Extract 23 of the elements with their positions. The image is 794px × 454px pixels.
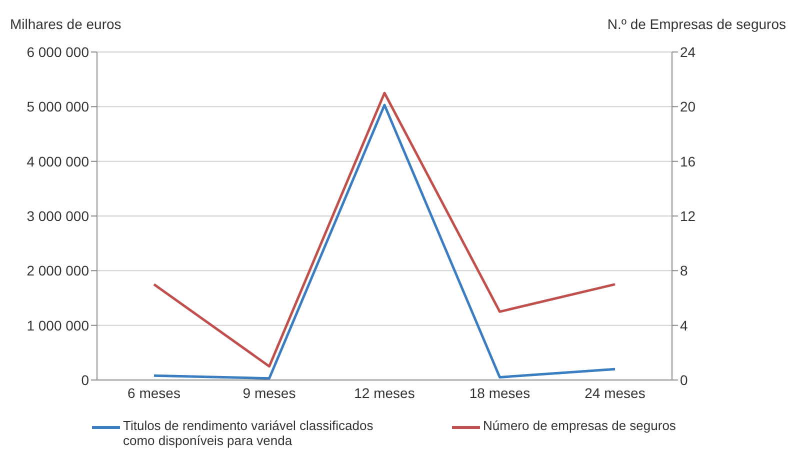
y2-tick-label: 8: [680, 262, 688, 279]
legend-label: Titulos de rendimento variável classificados como disponíveis para venda: [123, 418, 374, 448]
y2-tick-label: 16: [680, 153, 696, 170]
y-tick-label: 3 000 000: [26, 208, 90, 224]
y-tick-label: 6 000 000: [26, 44, 90, 60]
y2-tick-label: 20: [680, 98, 696, 115]
y-tick-label: 4 000 000: [26, 153, 90, 170]
x-tick-label: 18 meses: [469, 384, 530, 401]
y-axis-title: Milhares de euros: [10, 16, 122, 32]
y-tick-label: 0: [81, 372, 90, 388]
y2-tick-label: 4: [680, 317, 688, 334]
x-tick-label: 24 meses: [584, 384, 646, 401]
x-tick-label: 12 meses: [354, 384, 415, 401]
x-tick-label: 6 meses: [128, 384, 180, 401]
y-tick-label: 2 000 000: [26, 262, 90, 279]
legend-label: Número de empresas de seguros: [483, 418, 676, 433]
y-tick-label: 5 000 000: [26, 98, 90, 115]
y2-tick-label: 0: [680, 372, 688, 388]
y-tick-label: 1 000 000: [26, 317, 90, 334]
y2-tick-label: 24: [680, 44, 696, 60]
y2-axis-title: N.º de Empresas de seguros: [607, 16, 786, 32]
y2-tick-label: 12: [680, 208, 696, 224]
x-tick-label: 9 meses: [242, 384, 296, 401]
